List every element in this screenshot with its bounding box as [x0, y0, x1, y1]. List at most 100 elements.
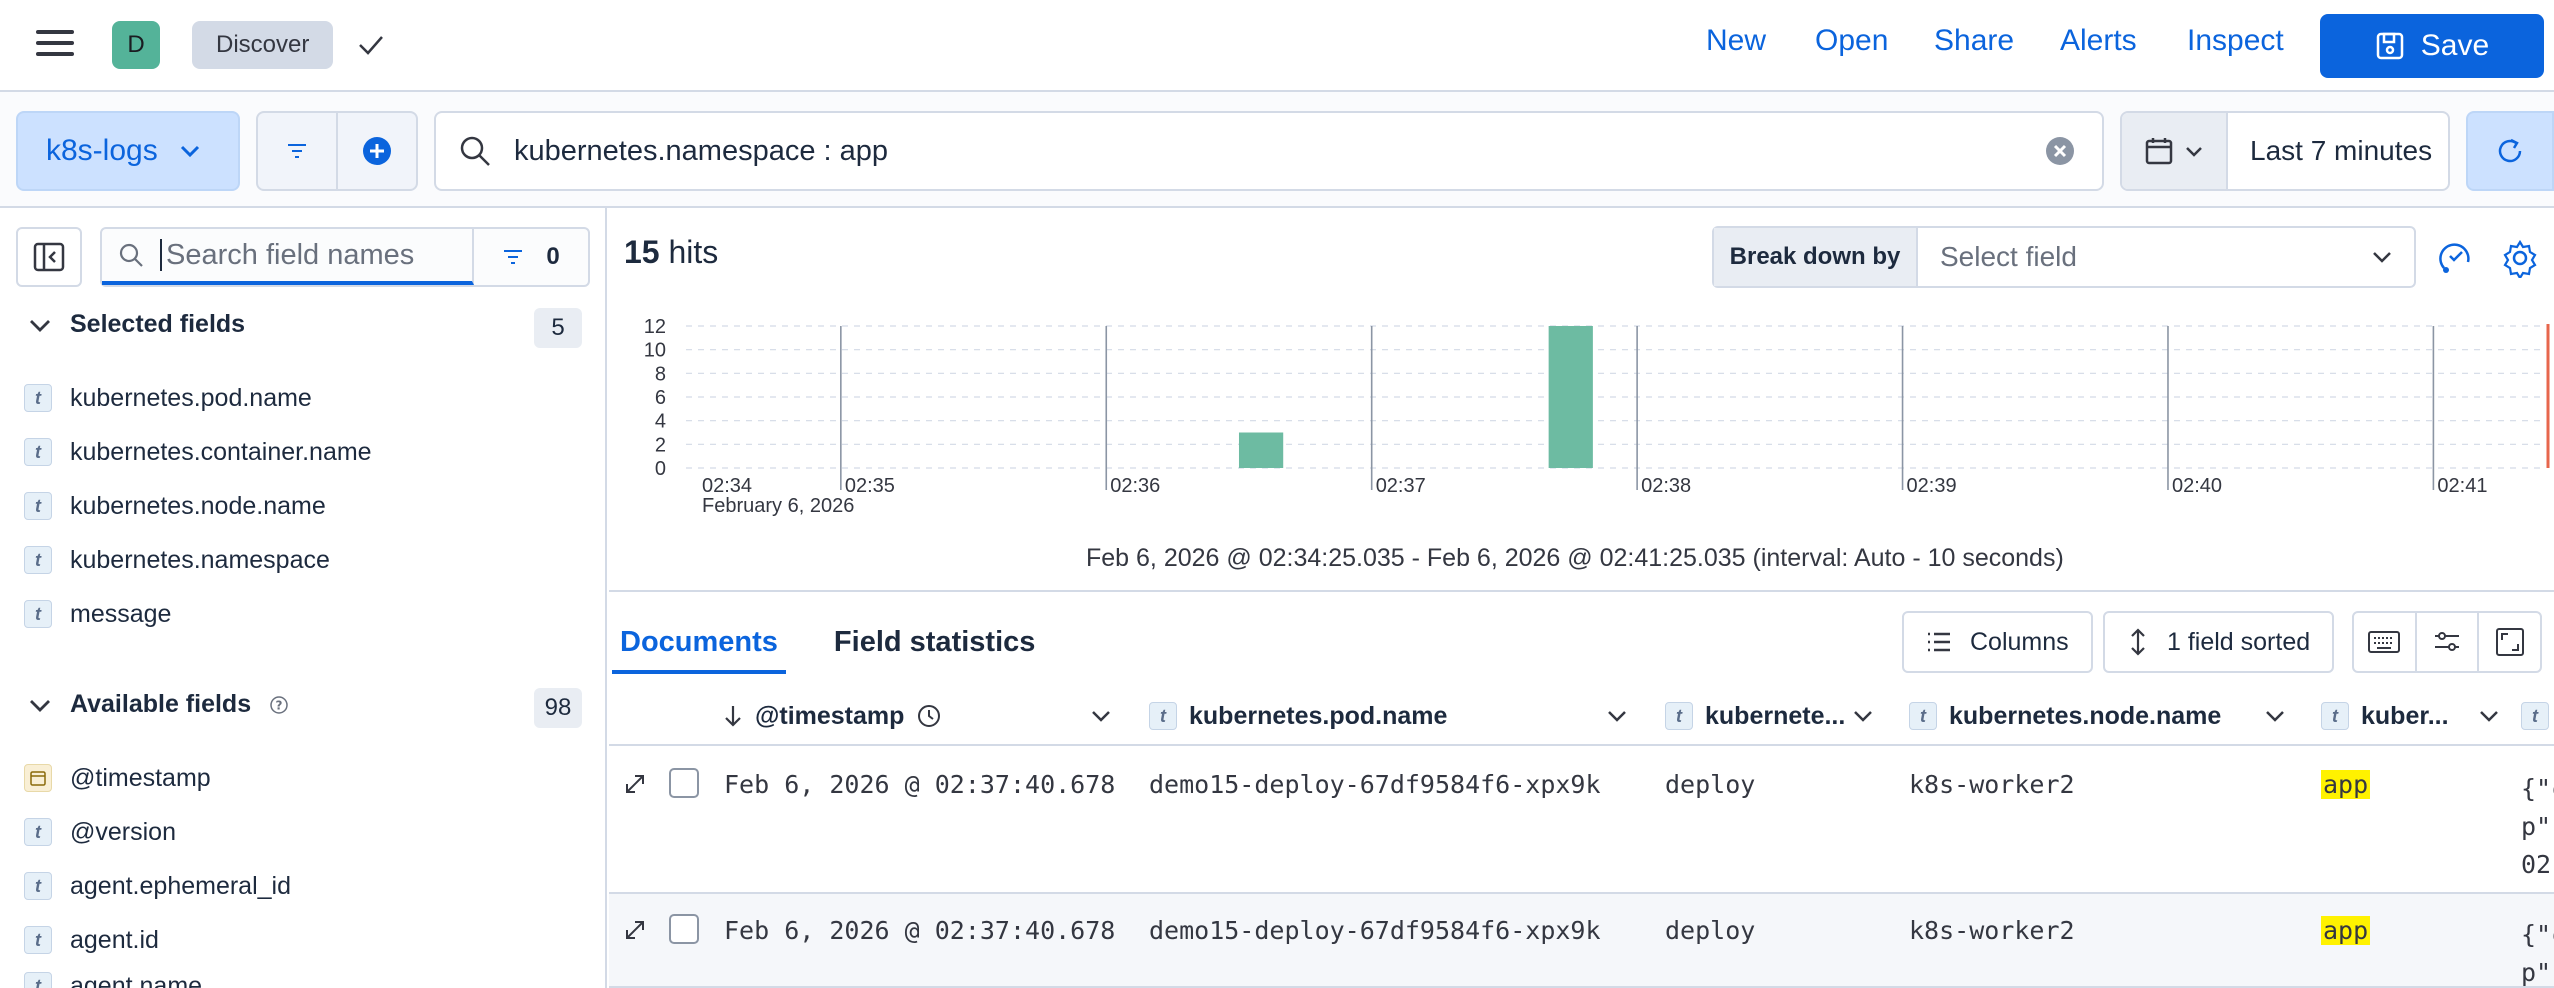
time-range-label[interactable]: Last 7 minutes [2250, 135, 2433, 166]
message-line: {"c [2521, 920, 2554, 949]
chevron-down-icon[interactable] [2477, 704, 2501, 728]
column-header-message[interactable]: t [2521, 686, 2549, 746]
tab-documents[interactable]: Documents [612, 606, 786, 674]
space-avatar[interactable]: D [112, 21, 160, 69]
chevron-down-icon[interactable] [1089, 704, 1113, 728]
column-header-namespace[interactable]: t kuber... [2321, 686, 2449, 746]
column-header-timestamp[interactable]: @timestamp [723, 686, 942, 746]
available-fields-toggle[interactable]: Available fields ? [28, 690, 289, 719]
field-item[interactable]: t kubernetes.container.name [24, 432, 372, 472]
search-icon [460, 136, 490, 166]
svg-text:?: ? [276, 698, 283, 712]
open-link[interactable]: Open [1815, 24, 1889, 57]
inspect-link[interactable]: Inspect [2187, 24, 2284, 57]
chevron-down-icon[interactable] [1851, 704, 1875, 728]
column-header-pod[interactable]: t kubernetes.pod.name [1149, 686, 1447, 746]
breakdown-placeholder: Select field [1940, 241, 2077, 272]
y-tick-label: 4 [655, 411, 666, 433]
list-icon [1928, 632, 1950, 652]
chevron-down-icon [2186, 147, 2202, 157]
field-item[interactable]: t agent.name [24, 972, 202, 988]
fullscreen-icon [2495, 628, 2524, 656]
field-name: agent.ephemeral_id [70, 871, 291, 900]
field-item[interactable]: t agent.ephemeral_id [24, 866, 291, 906]
filter-menu-button[interactable] [258, 113, 336, 189]
cell-node-name: k8s-worker2 [1909, 916, 2075, 945]
clear-icon[interactable] [2044, 135, 2076, 167]
field-search-input[interactable]: Search field names [102, 229, 474, 285]
add-filter-button[interactable] [336, 113, 416, 189]
share-link[interactable]: Share [1934, 24, 2015, 57]
top-header [0, 0, 2554, 92]
selected-fields-toggle[interactable]: Selected fields [28, 310, 245, 339]
display-settings-button[interactable] [2414, 613, 2478, 671]
text-type-icon: t [2321, 702, 2349, 730]
field-item[interactable]: t agent.id [24, 920, 159, 960]
text-type-icon: t [2521, 702, 2549, 730]
filter-count: 0 [546, 243, 560, 270]
columns-button[interactable]: Columns [1902, 611, 2093, 673]
field-item[interactable]: t kubernetes.namespace [24, 540, 330, 580]
histogram-bar [1548, 326, 1593, 468]
expand-icon[interactable] [621, 770, 649, 798]
grid-tools [2352, 611, 2542, 673]
alerts-link[interactable]: Alerts [2060, 24, 2137, 57]
cell-container-name: deploy [1665, 770, 1756, 799]
calendar-icon [2145, 138, 2173, 165]
gear-icon[interactable] [2500, 238, 2540, 278]
field-name: @timestamp [70, 763, 211, 792]
column-header-node[interactable]: t kubernetes.node.name [1909, 686, 2221, 746]
x-tick-label: 02:39 [1907, 475, 1957, 497]
field-item[interactable]: t @version [24, 812, 176, 852]
field-item[interactable]: t kubernetes.pod.name [24, 378, 312, 418]
message-line: 02 [2521, 850, 2552, 879]
refresh-button[interactable] [2466, 111, 2554, 191]
collapse-sidebar-button[interactable] [16, 227, 82, 287]
sliders-icon [2435, 632, 2459, 651]
keyboard-shortcuts-button[interactable] [2354, 613, 2415, 671]
table-row[interactable]: Feb 6, 2026 @ 02:37:40.678 demo15-deploy… [609, 894, 2554, 988]
tab-field-statistics[interactable]: Field statistics [833, 626, 1036, 658]
help-icon[interactable]: ? [269, 695, 289, 715]
y-tick-label: 6 [655, 387, 666, 409]
field-name: kubernetes.node.name [70, 491, 326, 520]
query-input[interactable]: kubernetes.namespace : app [434, 111, 2104, 191]
text-type-icon: t [24, 492, 52, 520]
refresh-icon [2498, 138, 2522, 163]
table-row[interactable]: Feb 6, 2026 @ 02:37:40.678 demo15-deploy… [609, 748, 2554, 894]
field-item[interactable]: t message [24, 594, 171, 634]
expand-icon[interactable] [621, 916, 649, 944]
divider [609, 590, 2554, 592]
time-range-text: Feb 6, 2026 @ 02:34:25.035 - Feb 6, 2026… [1086, 544, 2064, 572]
fullscreen-button[interactable] [2477, 613, 2540, 671]
highlighted-value: app [2321, 770, 2371, 799]
save-button[interactable]: Save [2320, 14, 2544, 78]
query-text: kubernetes.namespace : app [514, 134, 889, 167]
field-name: message [70, 599, 172, 628]
checkmark-icon [359, 36, 383, 55]
text-type-icon: t [1909, 702, 1937, 730]
quick-menu-button[interactable] [2122, 113, 2228, 189]
field-item[interactable]: @timestamp [24, 758, 211, 798]
column-header-container[interactable]: t kubernete... [1665, 686, 1845, 746]
field-filter-button[interactable]: 0 [474, 243, 588, 271]
ai-assistant-icon[interactable] [2436, 238, 2476, 278]
text-type-icon: t [24, 600, 52, 628]
date-picker[interactable]: Last 7 minutes [2120, 111, 2450, 191]
field-item[interactable]: t kubernetes.node.name [24, 486, 326, 526]
new-link[interactable]: New [1706, 24, 1767, 57]
hits-counter: 15 hits [624, 234, 718, 271]
row-checkbox[interactable] [669, 914, 699, 944]
breadcrumb[interactable]: Discover [192, 21, 334, 69]
row-checkbox[interactable] [669, 768, 699, 798]
chevron-down-icon[interactable] [1605, 704, 1629, 728]
field-search-placeholder: Search field names [160, 239, 414, 271]
data-view-picker[interactable]: k8s-logs [16, 111, 240, 191]
breakdown-control: Break down by Select field [1712, 226, 2416, 288]
breakdown-select[interactable]: Select field [1918, 228, 2414, 286]
chevron-down-icon[interactable] [2263, 704, 2287, 728]
sort-button[interactable]: 1 field sorted [2103, 611, 2335, 673]
column-label: @timestamp [755, 701, 905, 730]
breakdown-label: Break down by [1714, 228, 1918, 286]
menu-icon[interactable] [36, 30, 74, 60]
